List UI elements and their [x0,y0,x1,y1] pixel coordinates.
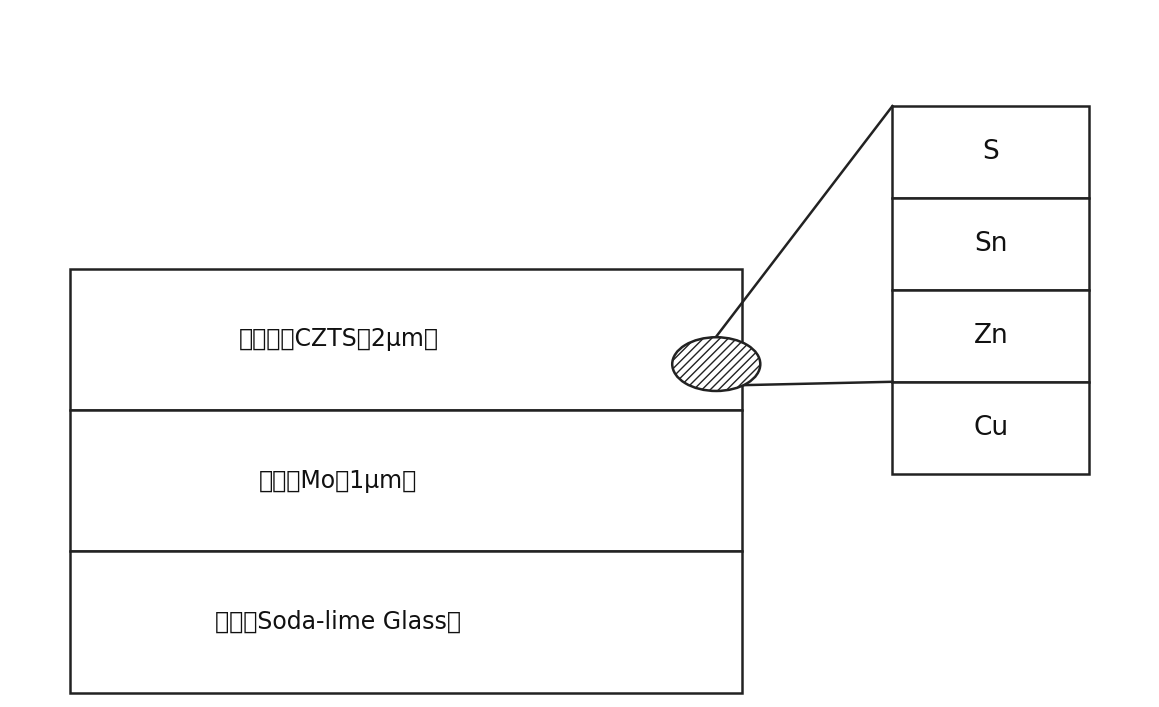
Bar [892,382,1089,474]
Text: S: S [983,139,999,165]
Text: 吸收层（CZTS，2μm）: 吸收层（CZTS，2μm） [239,327,438,351]
Bar [892,106,1089,198]
Bar [70,410,742,551]
Bar [70,551,742,693]
Bar [892,198,1089,290]
Text: Zn: Zn [974,323,1008,349]
Bar [70,269,742,410]
Text: Sn: Sn [975,231,1007,257]
Circle shape [672,337,760,391]
Bar [892,290,1089,382]
Circle shape [672,337,760,391]
Text: 钒层（Mo，1μm）: 钒层（Mo，1μm） [260,469,417,493]
Text: 基底（Soda-lime Glass）: 基底（Soda-lime Glass） [216,610,461,634]
Text: Cu: Cu [974,415,1008,440]
